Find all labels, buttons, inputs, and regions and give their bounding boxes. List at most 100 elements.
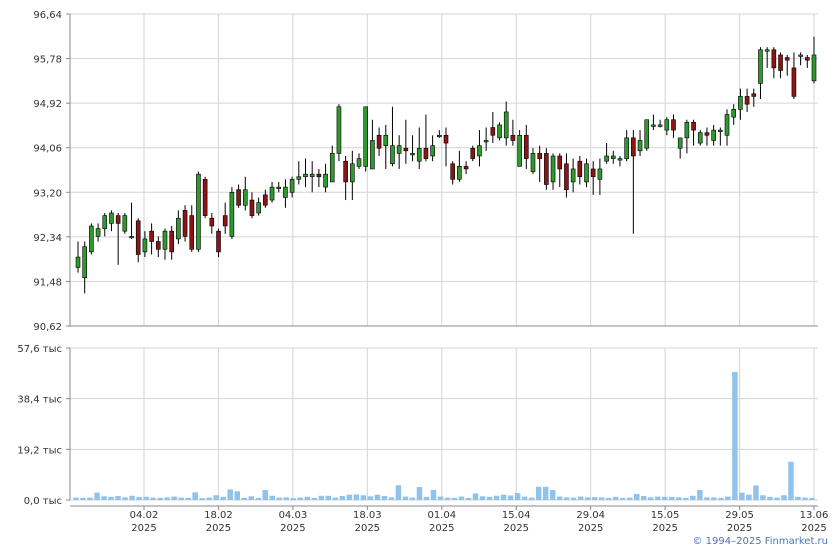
candle-body-down bbox=[115, 215, 121, 224]
candle-body-up bbox=[396, 145, 402, 154]
volume-bar bbox=[360, 495, 367, 500]
volume-bar bbox=[725, 496, 731, 500]
candle-body-up bbox=[95, 228, 101, 237]
candle bbox=[711, 124, 716, 146]
candle-body-down bbox=[631, 137, 636, 157]
candle-body-up bbox=[610, 155, 616, 159]
candle-body-down bbox=[791, 67, 797, 97]
volume-bar bbox=[718, 497, 724, 500]
copyright-link[interactable]: © 1994–2025 Finmarket.ru bbox=[692, 536, 828, 547]
date-x-axis: 04.02 2025 18.02 2025 04.03 2025 18.03 2025 01.0… bbox=[70, 505, 828, 534]
candle bbox=[704, 127, 710, 146]
volume-bar bbox=[683, 497, 689, 500]
volume-bar bbox=[458, 496, 465, 500]
date-tick-year: 2025 bbox=[429, 523, 454, 534]
candlestick-series bbox=[75, 36, 817, 294]
candle-body-up bbox=[350, 163, 355, 183]
candle bbox=[570, 158, 576, 193]
candle bbox=[577, 156, 583, 185]
volume-panel: 57,6 тыс 38,4 тыс 19,2 тыс 0,0 тыс bbox=[17, 344, 818, 507]
candle bbox=[530, 148, 536, 175]
volume-bar bbox=[220, 496, 226, 500]
volume-bar bbox=[437, 496, 444, 500]
volume-bar bbox=[619, 497, 626, 500]
candle bbox=[430, 135, 435, 162]
volume-bar bbox=[269, 495, 276, 500]
candle bbox=[510, 119, 516, 146]
volume-bar bbox=[262, 489, 269, 500]
volume-bar bbox=[367, 496, 374, 500]
volume-bar bbox=[381, 496, 388, 500]
candle bbox=[296, 161, 302, 185]
candle-body-down bbox=[778, 54, 783, 71]
candle bbox=[805, 54, 810, 68]
volume-bar bbox=[605, 497, 612, 500]
candle bbox=[283, 179, 288, 208]
candle bbox=[523, 124, 529, 169]
volume-bar bbox=[185, 497, 191, 500]
volume-bar bbox=[655, 496, 661, 500]
candle-body-up bbox=[129, 236, 134, 239]
volume-bar bbox=[760, 495, 766, 500]
candle bbox=[390, 106, 395, 167]
volume-bar bbox=[676, 497, 682, 500]
candle bbox=[403, 119, 409, 164]
candle bbox=[323, 163, 328, 193]
candle-body-down bbox=[510, 134, 516, 141]
candle-body-up bbox=[798, 54, 803, 57]
volume-bar bbox=[213, 495, 219, 500]
candle-body-down bbox=[216, 230, 221, 253]
candle bbox=[758, 47, 763, 99]
volume-bar bbox=[549, 489, 556, 500]
candle bbox=[610, 150, 616, 164]
candle bbox=[350, 150, 355, 201]
candle-body-up bbox=[764, 49, 770, 52]
volume-bar bbox=[472, 493, 479, 500]
candle-body-down bbox=[544, 153, 549, 185]
candle bbox=[738, 88, 743, 120]
candle-body-up bbox=[597, 168, 603, 180]
volume-bar bbox=[711, 497, 717, 500]
candle bbox=[149, 223, 154, 255]
candle bbox=[744, 88, 750, 112]
candle bbox=[370, 119, 375, 170]
candle-body-up bbox=[176, 217, 181, 240]
candle-body-up bbox=[584, 163, 589, 183]
candle bbox=[637, 130, 643, 157]
candle-body-up bbox=[718, 129, 723, 132]
volume-bar bbox=[430, 489, 437, 500]
candle-body-up bbox=[109, 212, 114, 224]
candle bbox=[597, 158, 603, 195]
volume-bar bbox=[781, 495, 787, 500]
candle-body-down bbox=[671, 119, 676, 131]
date-tick-label: 29.05 bbox=[725, 510, 754, 521]
candle-body-up bbox=[102, 215, 108, 229]
volume-bar bbox=[746, 494, 752, 500]
candle-body-up bbox=[142, 238, 148, 253]
candle-body-up bbox=[323, 173, 328, 188]
candle bbox=[697, 130, 703, 146]
candle bbox=[222, 202, 228, 234]
candle-body-up bbox=[503, 111, 509, 139]
candle-body-up bbox=[363, 106, 369, 167]
candle-body-down bbox=[202, 179, 208, 216]
date-tick-year: 2025 bbox=[280, 523, 305, 534]
candle-body-up bbox=[657, 124, 663, 127]
volume-bar bbox=[150, 497, 156, 500]
volume-bar bbox=[276, 497, 283, 500]
candle bbox=[182, 205, 188, 242]
candle-body-up bbox=[162, 230, 168, 250]
volume-bar bbox=[136, 497, 142, 500]
volume-bar bbox=[248, 496, 254, 500]
volume-bar bbox=[634, 493, 640, 500]
candle-body-up bbox=[370, 140, 375, 170]
price-tick-label: 93,20 bbox=[33, 188, 62, 199]
volume-bar bbox=[465, 497, 472, 500]
candle bbox=[289, 176, 295, 198]
volume-bar bbox=[451, 497, 458, 500]
volume-bar bbox=[157, 497, 163, 500]
candle-body-up bbox=[517, 134, 522, 167]
volume-bar bbox=[753, 485, 759, 500]
candle-body-up bbox=[256, 202, 261, 214]
candle-body-up bbox=[82, 246, 87, 279]
